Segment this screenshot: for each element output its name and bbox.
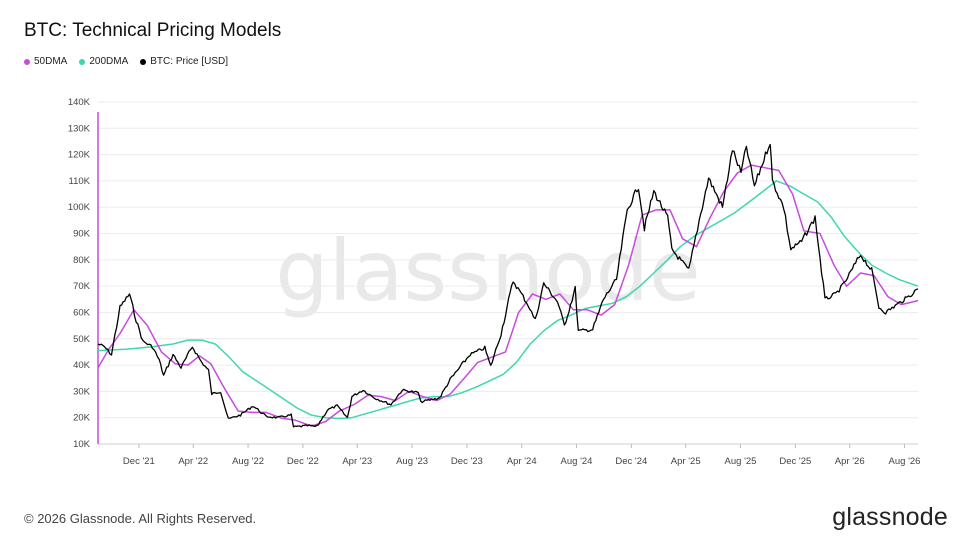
y-tick-label: 50K	[73, 334, 91, 345]
y-tick-label: 90K	[73, 229, 91, 240]
y-tick-label: 100K	[68, 202, 91, 213]
glassnode-logo[interactable]: glassnode	[832, 503, 948, 531]
series-line-50dma	[97, 164, 919, 427]
y-axis: 10K 20K 30K 40K 50K 60K 70K 80K 90K 100K 110K 120K 1…	[68, 97, 99, 450]
series-line-200dma	[97, 180, 919, 420]
legend-item-price[interactable]: BTC: Price [USD]	[140, 56, 228, 67]
x-tick-label: Aug '24	[561, 456, 593, 467]
y-tick-label: 140K	[68, 97, 91, 108]
x-tick-label: Apr '26	[835, 456, 865, 467]
chart-title: BTC: Technical Pricing Models	[24, 20, 282, 41]
y-tick-label: 10K	[73, 439, 91, 450]
x-tick-label: Dec '22	[287, 456, 319, 467]
legend-item-50dma[interactable]: 50DMA	[24, 56, 67, 67]
x-tick-label: Dec '25	[779, 456, 811, 467]
legend-dot-price	[140, 58, 147, 65]
y-tick-label: 130K	[68, 123, 91, 134]
legend-label-50dma: 50DMA	[34, 56, 68, 67]
x-tick-label: Apr '22	[178, 456, 208, 467]
y-tick-label: 80K	[73, 255, 91, 266]
x-tick-label: Apr '25	[671, 456, 701, 467]
x-tick-label: Aug '26	[889, 456, 921, 467]
chart-legend: 50DMA 200DMA BTC: Price [USD]	[24, 56, 228, 67]
y-tick-label: 60K	[73, 307, 91, 318]
y-tick-label: 110K	[69, 176, 91, 187]
series-group	[97, 143, 919, 428]
y-tick-label: 20K	[73, 413, 91, 424]
watermark: glassnode	[275, 222, 700, 320]
y-tick-label: 30K	[73, 386, 91, 397]
legend-label-price: BTC: Price [USD]	[150, 56, 229, 67]
x-tick-label: Dec '24	[615, 456, 647, 467]
x-tick-label: Aug '22	[232, 456, 264, 467]
x-tick-label: Apr '23	[342, 456, 372, 467]
series-line-price	[97, 143, 919, 428]
legend-dot-50dma	[24, 58, 30, 65]
legend-dot-200dma	[79, 58, 86, 65]
x-tick-label: Dec '21	[123, 456, 155, 467]
grid-lines	[98, 101, 918, 445]
x-tick-label: Aug '25	[725, 456, 757, 467]
y-tick-label: 40K	[73, 360, 91, 371]
legend-label-200dma: 200DMA	[89, 56, 129, 67]
x-tick-label: Aug '23	[396, 456, 428, 467]
y-tick-label: 120K	[68, 150, 91, 161]
copyright-text: © 2026 Glassnode. All Rights Reserved.	[24, 511, 257, 526]
x-axis: Dec '21 Apr '22 Aug '22 Dec '22 Apr '23 Aug '…	[123, 444, 921, 467]
y-tick-label: 70K	[73, 281, 91, 292]
x-tick-label: Apr '24	[507, 456, 537, 467]
legend-item-200dma[interactable]: 200DMA	[79, 56, 128, 67]
x-tick-label: Dec '23	[451, 456, 483, 467]
